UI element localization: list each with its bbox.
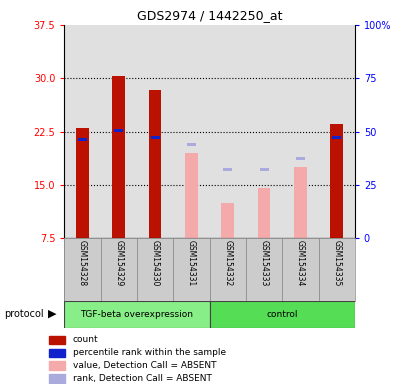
Bar [332,136,341,139]
Bar [49,374,65,383]
FancyBboxPatch shape [210,238,246,301]
Text: GSM154328: GSM154328 [78,240,87,286]
Bar [101,25,137,238]
Text: GSM154333: GSM154333 [259,240,269,286]
Bar [223,168,232,170]
FancyBboxPatch shape [319,238,355,301]
FancyBboxPatch shape [282,238,319,301]
Bar [296,157,305,160]
Bar [112,76,125,238]
Bar [149,90,161,238]
Bar [49,361,65,370]
Bar [114,129,123,131]
Bar [78,138,87,141]
Bar [210,25,246,238]
Title: GDS2974 / 1442250_at: GDS2974 / 1442250_at [137,9,282,22]
Text: GSM154330: GSM154330 [151,240,160,286]
FancyBboxPatch shape [100,238,137,301]
Bar [319,25,355,238]
Bar [210,301,355,328]
Bar [49,336,65,344]
Bar [294,167,307,238]
Text: GSM154332: GSM154332 [223,240,232,286]
Text: TGF-beta overexpression: TGF-beta overexpression [81,310,193,319]
Bar [64,301,210,328]
Bar [282,25,319,238]
Text: GSM154329: GSM154329 [114,240,123,286]
Bar [49,349,65,357]
Bar [76,128,89,238]
Bar [185,153,198,238]
Bar [221,203,234,238]
Text: protocol: protocol [4,309,44,319]
Text: GSM154335: GSM154335 [332,240,341,286]
Text: value, Detection Call = ABSENT: value, Detection Call = ABSENT [73,361,216,370]
Bar [173,25,210,238]
Text: rank, Detection Call = ABSENT: rank, Detection Call = ABSENT [73,374,211,383]
FancyBboxPatch shape [173,238,210,301]
Bar [151,136,160,139]
Bar [258,189,271,238]
Bar [64,25,101,238]
Bar [246,25,282,238]
Text: percentile rank within the sample: percentile rank within the sample [73,348,226,358]
Text: count: count [73,335,98,344]
FancyBboxPatch shape [137,238,173,301]
FancyBboxPatch shape [64,238,100,301]
Text: GSM154334: GSM154334 [296,240,305,286]
FancyBboxPatch shape [246,238,282,301]
Text: control: control [266,310,298,319]
Text: GSM154331: GSM154331 [187,240,196,286]
Bar [187,143,196,146]
Bar [137,25,173,238]
Bar [330,124,343,238]
Text: ▶: ▶ [48,309,56,319]
Bar [259,168,269,170]
